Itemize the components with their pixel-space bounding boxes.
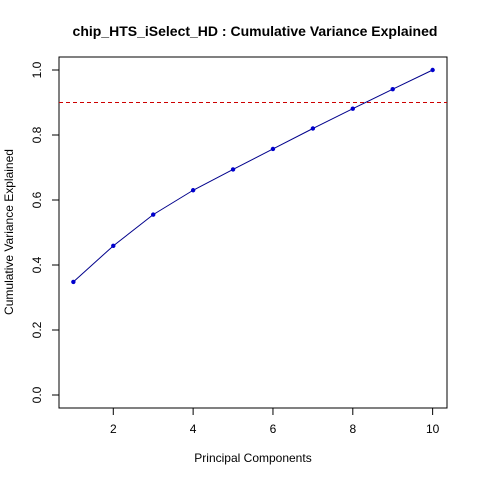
- x-tick-label-8: 8: [349, 422, 356, 436]
- y-tick-label-0.2: 0.2: [30, 321, 44, 338]
- data-point-pc4: [190, 188, 196, 193]
- x-tick-label-4: 4: [190, 422, 197, 436]
- x-axis: 2 4 6 8 10: [110, 408, 440, 436]
- y-tick-label-0.6: 0.6: [30, 191, 44, 208]
- y-tick-label-1.0: 1.0: [30, 61, 44, 78]
- plot-box: [58, 56, 448, 409]
- x-tick-label-6: 6: [270, 422, 277, 436]
- x-tick-label-10: 10: [426, 422, 440, 436]
- x-axis-label: Principal Components: [194, 451, 311, 465]
- data-point-pc5: [230, 167, 236, 172]
- data-point-pc3: [151, 212, 156, 217]
- data-point-pc1: [71, 279, 76, 285]
- y-tick-label-0.4: 0.4: [30, 256, 44, 273]
- data-point-pc10: [430, 67, 435, 73]
- series-point-layer: [71, 67, 435, 285]
- chart-title: chip_HTS_iSelect_HD : Cumulative Varianc…: [73, 23, 438, 39]
- data-point-pc7: [310, 126, 316, 131]
- x-tick-label-2: 2: [110, 422, 117, 436]
- data-point-pc6: [270, 146, 276, 152]
- y-tick-label-0.0: 0.0: [30, 386, 44, 403]
- y-axis-label: Cumulative Variance Explained: [2, 149, 16, 315]
- y-axis: 0.0 0.2 0.4 0.6 0.8 1.0: [30, 61, 59, 403]
- series-line-layer: [73, 69, 433, 283]
- plot-area: [58, 56, 448, 409]
- data-point-pc9: [390, 86, 395, 92]
- y-tick-label-0.8: 0.8: [30, 126, 44, 143]
- series-line: [73, 69, 433, 283]
- data-point-pc8: [350, 106, 355, 111]
- data-point-pc2: [111, 243, 116, 249]
